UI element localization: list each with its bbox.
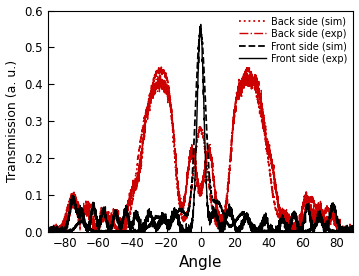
Back side (exp) — [236, 94, 240, 97]
Back side (sim) — [111, 222, 115, 225]
Back side (sim) — [46, 230, 50, 234]
Front side (exp) — [131, 222, 135, 226]
Front side (sim) — [230, 224, 235, 227]
Front side (sim) — [46, 230, 50, 233]
Line: Back side (exp): Back side (exp) — [48, 71, 354, 232]
Front side (sim) — [111, 230, 115, 234]
X-axis label: Angle: Angle — [179, 256, 222, 270]
Back side (exp) — [131, 185, 135, 188]
Back side (sim) — [322, 212, 327, 215]
Back side (exp) — [351, 230, 356, 234]
Front side (sim) — [351, 230, 356, 234]
Front side (sim) — [131, 228, 135, 232]
Back side (sim) — [131, 196, 135, 199]
Line: Front side (sim): Front side (sim) — [48, 32, 354, 232]
Front side (exp) — [199, 23, 203, 26]
Back side (sim) — [236, 91, 240, 94]
Back side (sim) — [245, 65, 250, 68]
Front side (exp) — [236, 228, 240, 231]
Back side (exp) — [322, 216, 327, 219]
Line: Back side (sim): Back side (sim) — [48, 66, 354, 232]
Back side (exp) — [351, 230, 355, 234]
Back side (sim) — [230, 126, 235, 130]
Front side (sim) — [236, 216, 240, 219]
Front side (sim) — [46, 230, 50, 234]
Back side (sim) — [46, 229, 50, 232]
Front side (exp) — [230, 214, 235, 217]
Front side (exp) — [351, 228, 356, 232]
Back side (sim) — [351, 229, 355, 232]
Front side (sim) — [198, 30, 202, 34]
Back side (exp) — [111, 219, 115, 222]
Back side (exp) — [249, 70, 253, 73]
Front side (sim) — [322, 224, 327, 227]
Back side (exp) — [46, 230, 50, 234]
Front side (exp) — [46, 230, 50, 234]
Front side (exp) — [111, 214, 115, 217]
Legend: Back side (sim), Back side (exp), Front side (sim), Front side (exp): Back side (sim), Back side (exp), Front … — [236, 14, 350, 67]
Front side (sim) — [351, 230, 355, 233]
Front side (exp) — [351, 229, 355, 232]
Y-axis label: Transmission (a. u.): Transmission (a. u.) — [5, 60, 19, 182]
Front side (exp) — [322, 223, 327, 226]
Line: Front side (exp): Front side (exp) — [48, 25, 354, 232]
Back side (exp) — [230, 132, 235, 135]
Back side (sim) — [351, 230, 356, 233]
